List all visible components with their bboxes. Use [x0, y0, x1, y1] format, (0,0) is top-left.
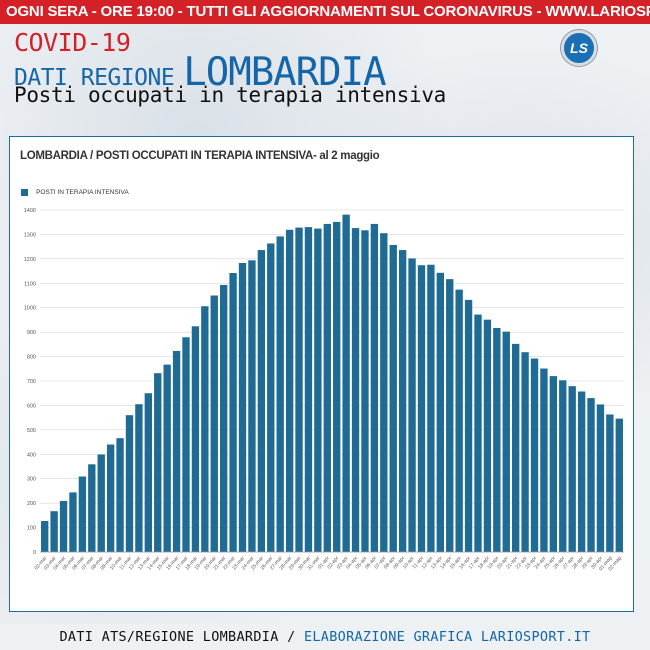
bar	[559, 380, 567, 552]
y-tick-label: 500	[27, 428, 36, 434]
bar	[530, 358, 539, 552]
bar	[314, 228, 322, 552]
y-tick-label: 300	[27, 477, 36, 483]
bar	[295, 227, 303, 553]
y-tick-label: 1000	[24, 306, 36, 312]
bar	[125, 415, 134, 552]
bar	[229, 273, 237, 552]
y-tick-label: 1300	[24, 232, 36, 238]
bar	[436, 272, 444, 552]
chart-title: LOMBARDIA / POSTI OCCUPATI IN TERAPIA IN…	[20, 150, 380, 162]
bar	[267, 243, 275, 552]
bar	[596, 404, 605, 552]
bar	[238, 263, 247, 552]
bar	[549, 376, 558, 552]
region-heading: DATI REGIONE LOMBARDIA	[14, 50, 387, 95]
bar	[333, 221, 341, 552]
bar	[474, 314, 482, 552]
bar	[380, 233, 388, 552]
bar	[210, 295, 218, 552]
bar	[144, 393, 152, 552]
bar	[135, 404, 143, 552]
region-prefix: DATI REGIONE	[14, 65, 175, 91]
bar	[512, 343, 520, 552]
bar	[361, 230, 369, 553]
y-tick-label: 0	[33, 550, 36, 556]
bar	[78, 476, 87, 552]
region-name: LOMBARDIA	[183, 50, 386, 95]
bar	[50, 511, 58, 552]
bar	[502, 331, 510, 552]
footer-separator: /	[287, 629, 296, 645]
bar	[587, 398, 595, 552]
bar	[483, 319, 492, 552]
footer: DATI ATS/REGIONE LOMBARDIA / ELABORAZION…	[0, 624, 650, 650]
bar	[370, 223, 379, 552]
bar	[417, 265, 426, 552]
y-tick-label: 400	[27, 452, 36, 458]
bar	[464, 299, 473, 552]
bar	[191, 326, 200, 552]
y-tick-label: 200	[27, 501, 36, 507]
bar	[154, 373, 162, 552]
bar	[276, 236, 284, 552]
bar	[493, 327, 501, 552]
bar	[408, 258, 416, 552]
bar	[323, 223, 331, 552]
bar	[41, 520, 49, 552]
bar	[257, 250, 266, 552]
footer-credit: ELABORAZIONE GRAFICA LARIOSPORT.IT	[303, 629, 591, 645]
bar	[304, 227, 313, 552]
bar	[201, 306, 209, 552]
legend-label: POSTI IN TERAPIA INTENSIVA	[36, 189, 129, 196]
bar	[455, 289, 463, 552]
bar	[69, 492, 77, 552]
bar	[163, 364, 171, 552]
y-tick-label: 700	[27, 379, 36, 385]
bar	[172, 350, 181, 552]
bar	[540, 368, 548, 552]
bar	[248, 260, 256, 552]
bar	[182, 337, 190, 552]
y-tick-label: 600	[27, 403, 36, 409]
y-tick-label: 800	[27, 355, 36, 361]
bar	[446, 279, 454, 552]
y-tick-label: 1400	[24, 208, 36, 214]
legend-swatch	[21, 189, 28, 196]
page-subtitle: Posti occupati in terapia intensiva	[14, 83, 447, 107]
bar	[398, 250, 407, 552]
chart-legend: POSTI IN TERAPIA INTENSIVA	[21, 182, 129, 201]
bar	[568, 386, 576, 552]
bar	[59, 500, 68, 552]
y-tick-label: 1200	[24, 257, 36, 263]
bar	[116, 438, 124, 552]
bar	[351, 228, 360, 552]
bar	[342, 214, 350, 553]
y-tick-label: 900	[27, 330, 36, 336]
footer-source: DATI ATS/REGIONE LOMBARDIA	[59, 629, 279, 645]
bar	[427, 264, 435, 552]
bar	[606, 414, 614, 552]
bar	[106, 444, 115, 552]
y-tick-label: 100	[27, 526, 36, 532]
bar	[577, 391, 586, 552]
bar	[285, 229, 294, 552]
bar	[521, 352, 529, 552]
covid-heading: COVID-19	[14, 28, 131, 57]
y-tick-label: 1100	[24, 281, 36, 287]
bar	[97, 454, 105, 552]
bar	[88, 464, 96, 552]
bar	[615, 418, 623, 552]
top-banner: OGNI SERA - ORE 19:00 - TUTTI GLI AGGIOR…	[0, 0, 650, 24]
bar	[220, 284, 228, 552]
lariosport-logo: LS	[561, 30, 597, 66]
bar	[389, 244, 397, 552]
